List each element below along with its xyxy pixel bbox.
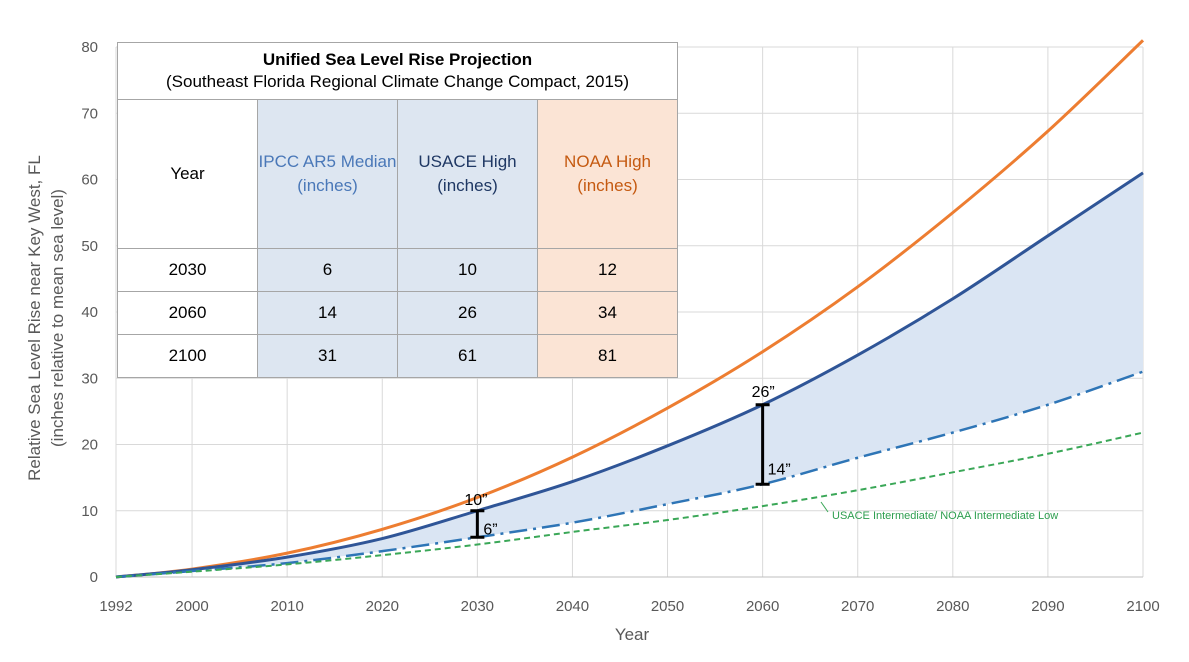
annotations: 10” 6” 26” 14” USACE Intermediate/ NOAA Inte… <box>464 384 1058 539</box>
y-tick-label: 80 <box>81 39 98 56</box>
y-tick-label: 10 <box>81 503 98 520</box>
series-line-ipcc_median <box>115 370 1144 579</box>
series-label-usace-intermediate: USACE Intermediate/ NOAA Intermediate Lo… <box>832 510 1058 522</box>
table-row: 2100 31 61 81 <box>117 334 679 378</box>
header-ipcc: IPCC AR5 Median (inches) <box>257 99 398 249</box>
table-row: 2060 14 26 34 <box>117 291 679 335</box>
y-tick-label: 30 <box>81 370 98 387</box>
value-annotation: 6” <box>483 521 497 538</box>
table-title: Unified Sea Level Rise Projection <box>262 50 533 69</box>
cell-noaa: 12 <box>536 248 679 292</box>
x-tick-label: 2010 <box>270 598 303 615</box>
x-axis-title: Year <box>615 625 650 644</box>
table-title-cell: Unified Sea Level Rise Projection (South… <box>116 42 679 100</box>
x-tick-label: 2030 <box>461 598 494 615</box>
cell-ipcc: 14 <box>257 291 398 335</box>
cell-usace: 61 <box>397 334 538 378</box>
x-tick-labels: 1992 2000 2010 2020 2030 2040 2050 2060 2070 2080… <box>99 598 1159 615</box>
series-lines <box>115 39 1145 579</box>
y-tick-label: 20 <box>81 437 98 454</box>
y-tick-label: 60 <box>81 172 98 189</box>
y-tick-label: 50 <box>81 238 98 255</box>
cell-ipcc: 6 <box>257 248 398 292</box>
cell-usace: 26 <box>397 291 538 335</box>
y-tick-label: 0 <box>90 569 98 586</box>
series-line-noaa_high <box>115 39 1145 579</box>
y-tick-labels: 0 10 20 30 40 50 60 70 80 <box>81 39 98 586</box>
x-tick-label: 2000 <box>175 598 208 615</box>
y-tick-label: 70 <box>81 105 98 122</box>
x-tick-label: 2040 <box>556 598 589 615</box>
shaded-band-area <box>116 172 1143 577</box>
cell-ipcc: 31 <box>257 334 398 378</box>
value-annotation: 14” <box>768 461 791 478</box>
y-tick-label: 40 <box>81 304 98 321</box>
shaded-band <box>116 172 1143 577</box>
cell-year: 2030 <box>117 248 258 292</box>
header-usace: USACE High (inches) <box>397 99 538 249</box>
projection-table: Unified Sea Level Rise Projection (South… <box>116 42 679 378</box>
x-tick-label: 2050 <box>651 598 684 615</box>
y-axis-subtitle: (inches relative to mean sea level) <box>48 189 67 447</box>
series-label-leader <box>820 501 829 513</box>
x-tick-label: 2090 <box>1031 598 1064 615</box>
table-subtitle: (Southeast Florida Regional Climate Chan… <box>166 72 630 91</box>
header-year: Year <box>117 99 258 249</box>
header-noaa: NOAA High (inches) <box>536 99 679 249</box>
value-annotation: 26” <box>752 384 775 401</box>
x-tick-label: 2060 <box>746 598 779 615</box>
cell-noaa: 81 <box>536 334 679 378</box>
cell-year: 2060 <box>117 291 258 335</box>
cell-year: 2100 <box>117 334 258 378</box>
y-axis-title: Relative Sea Level Rise near Key West, F… <box>25 155 44 481</box>
x-tick-label: 2100 <box>1126 598 1159 615</box>
x-tick-label: 2070 <box>841 598 874 615</box>
cell-usace: 10 <box>397 248 538 292</box>
series-line-usace_intermediate <box>115 431 1144 578</box>
series-line-usace_high <box>115 171 1144 579</box>
x-tick-label: 2020 <box>366 598 399 615</box>
table-row: 2030 6 10 12 <box>117 248 679 292</box>
value-annotation: 10” <box>464 492 487 509</box>
cell-noaa: 34 <box>536 291 679 335</box>
x-tick-label: 2080 <box>936 598 969 615</box>
x-tick-label: 1992 <box>99 598 132 615</box>
